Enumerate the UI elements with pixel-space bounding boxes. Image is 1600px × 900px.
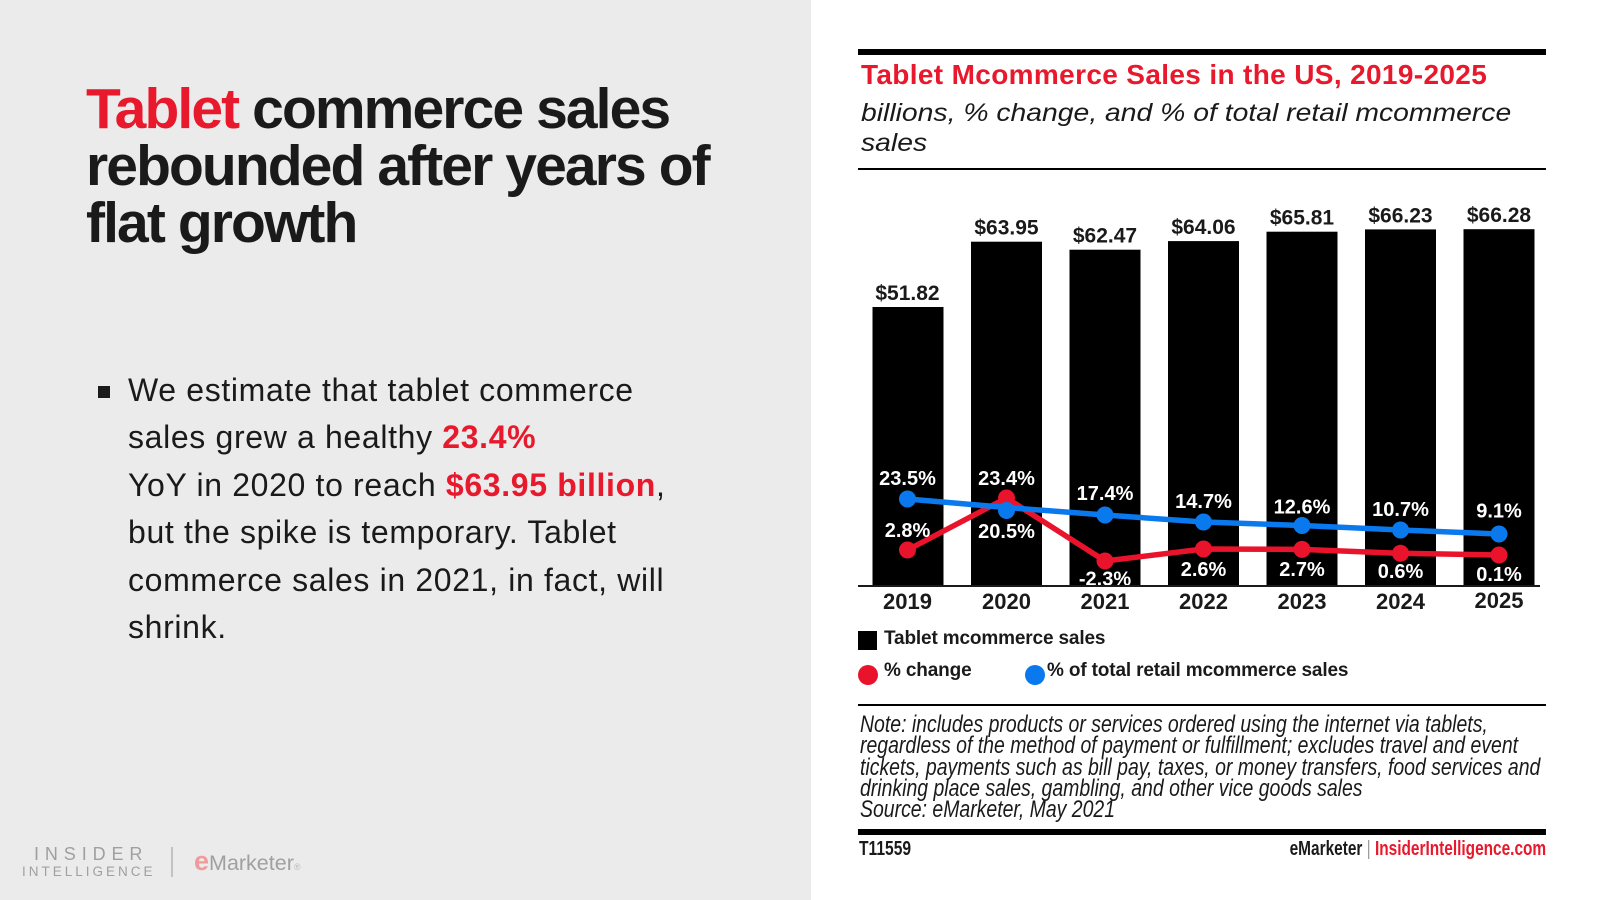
svg-text:$66.28: $66.28 (1467, 204, 1532, 227)
svg-text:2019: 2019 (883, 589, 932, 614)
svg-text:2024: 2024 (1376, 589, 1426, 614)
svg-text:2023: 2023 (1278, 589, 1327, 614)
svg-text:0.6%: 0.6% (1378, 561, 1424, 583)
svg-text:9.1%: 9.1% (1476, 501, 1522, 523)
svg-text:23.4%: 23.4% (978, 468, 1035, 490)
svg-text:0.1%: 0.1% (1476, 564, 1522, 586)
svg-text:$63.95: $63.95 (974, 217, 1039, 240)
svg-text:$65.81: $65.81 (1270, 207, 1335, 230)
svg-text:$64.06: $64.06 (1171, 216, 1235, 239)
svg-text:17.4%: 17.4% (1077, 483, 1134, 505)
svg-text:$66.23: $66.23 (1368, 204, 1432, 227)
svg-text:2.6%: 2.6% (1181, 559, 1227, 581)
svg-text:10.7%: 10.7% (1372, 499, 1429, 521)
svg-text:$51.82: $51.82 (875, 282, 939, 305)
svg-text:20.5%: 20.5% (978, 521, 1035, 543)
svg-text:2.7%: 2.7% (1279, 559, 1325, 581)
svg-text:-2.3%: -2.3% (1079, 569, 1131, 591)
svg-text:2021: 2021 (1081, 589, 1130, 614)
svg-text:23.5%: 23.5% (879, 468, 936, 490)
svg-text:$62.47: $62.47 (1073, 225, 1137, 248)
svg-text:14.7%: 14.7% (1175, 491, 1232, 513)
svg-text:2025: 2025 (1475, 588, 1524, 613)
svg-text:2.8%: 2.8% (885, 520, 931, 542)
svg-text:2022: 2022 (1179, 589, 1228, 614)
svg-text:2020: 2020 (982, 589, 1031, 614)
svg-text:12.6%: 12.6% (1274, 497, 1331, 519)
